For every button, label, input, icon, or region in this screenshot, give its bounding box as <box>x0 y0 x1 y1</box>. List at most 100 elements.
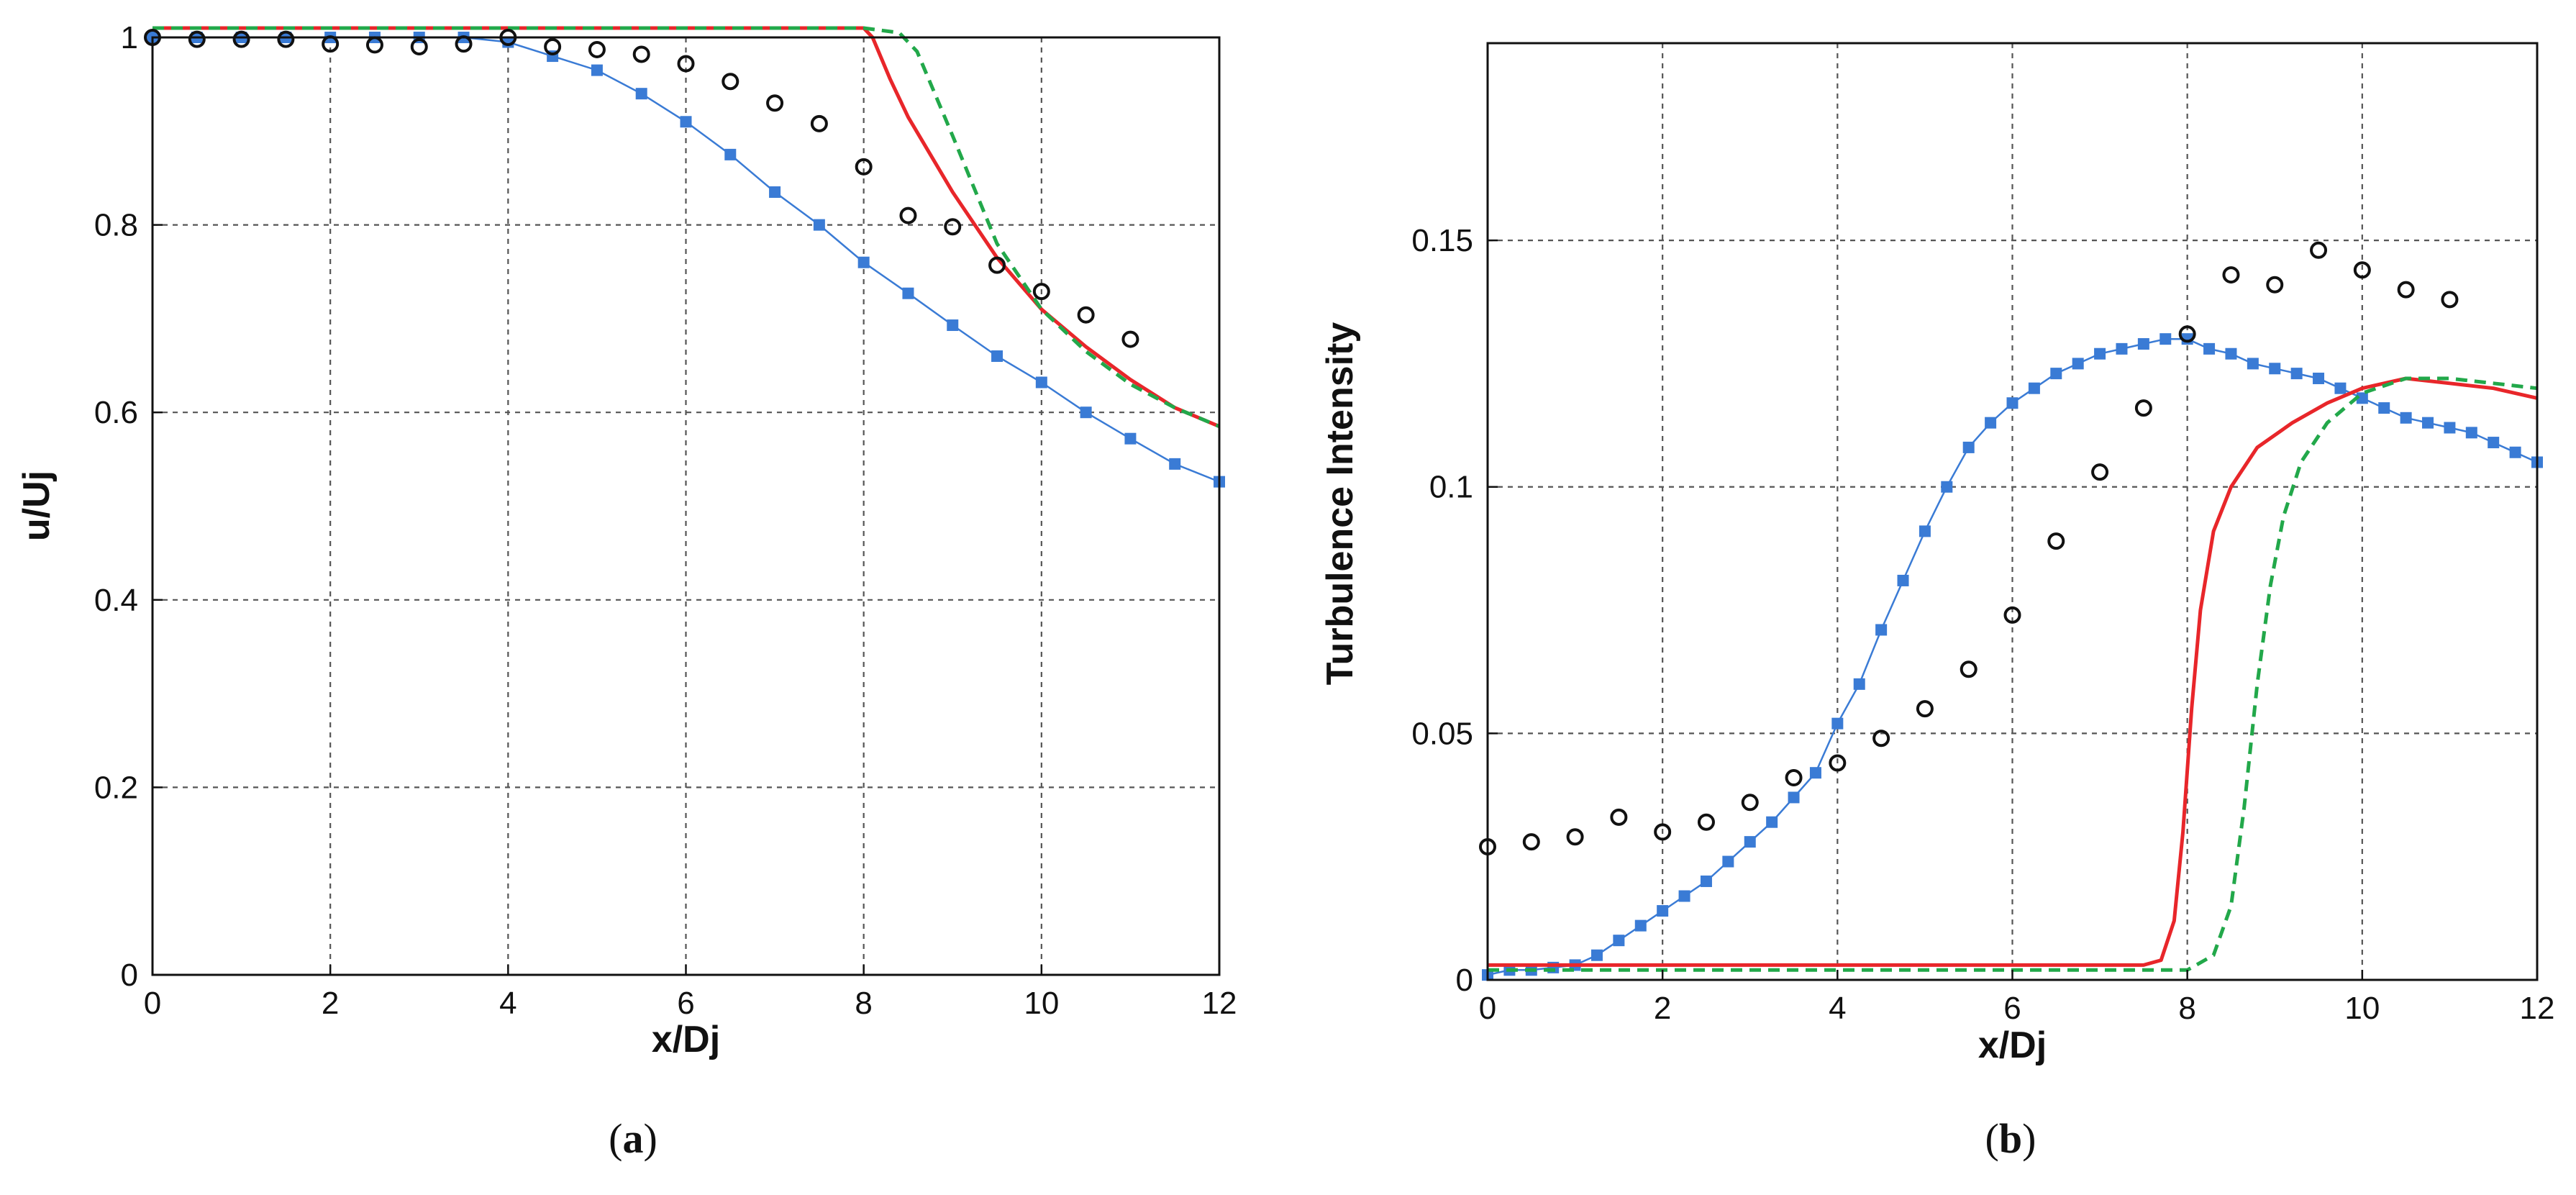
panel-b-caption-open: ( <box>1985 1115 1999 1162</box>
panel-b-series-blue-squares-point <box>2444 422 2456 434</box>
panel-a: 0 2 4 6 8 10 12 0 0.2 0.4 0.6 0.8 1 x/Dj u/Uj (a) <box>16 20 1237 1162</box>
panel-a-series-red-solid <box>153 26 1220 429</box>
panel-b-series-blue-squares-point <box>1985 417 1997 429</box>
panel-b-series-blue-squares-point <box>2269 363 2281 375</box>
panel-a-y-tick-label: 1 <box>121 20 138 55</box>
panel-a-series-black-circles-point <box>632 45 650 63</box>
panel-a-x-tick-label: 10 <box>1024 986 1059 1021</box>
panel-b-series-black-circles-point <box>2134 399 2152 417</box>
panel-a-x-tick-label: 0 <box>144 986 161 1021</box>
panel-a-x-tick-label: 12 <box>1202 986 1237 1021</box>
panel-b-x-tick-label: 6 <box>2003 991 2021 1026</box>
panel-a-series-blue-squares-point <box>991 350 1003 363</box>
panel-b-series-blue-squares-point <box>2094 347 2106 360</box>
panel-a-caption: (a) <box>609 1115 657 1162</box>
panel-b-series-blue-squares-point <box>1831 717 1844 730</box>
panel-a-series-black-circles-point <box>1077 306 1095 324</box>
panel-a-x-axis-title: x/Dj <box>652 1019 720 1060</box>
panel-a-caption-close: ) <box>644 1115 657 1162</box>
panel-b-x-axis-title: x/Dj <box>1978 1024 2047 1066</box>
panel-b-series-blue-squares-point <box>2072 358 2084 370</box>
panel-b-series-blue-squares-point <box>1875 624 1888 636</box>
panel-b-series-blue-squares-point <box>1941 481 1953 493</box>
panel-a-series-black-circles-point <box>1032 283 1050 301</box>
panel-b-series-blue-squares-point <box>1766 816 1778 828</box>
panel-b-series-blue-squares-point <box>1722 855 1734 868</box>
panel-b-series-black-circles-point <box>2222 266 2240 284</box>
panel-a-series-blue-squares-point <box>1169 458 1181 470</box>
panel-b-series-blue-squares-point <box>1962 441 1975 453</box>
panel-a-x-tick-label: 8 <box>855 986 872 1021</box>
panel-b-series-blue-squares-point <box>1590 949 1603 961</box>
panel-a-series-blue-squares-point <box>902 287 914 299</box>
panel-a-series-black-circles-point <box>188 30 206 48</box>
panel-a-series-black-circles-point <box>899 206 917 224</box>
panel-a-series-blue-squares-point <box>857 256 870 268</box>
panel-b-series-black-circles <box>1479 241 2459 855</box>
panel-b-series-black-circles-point <box>2003 606 2021 624</box>
panel-b-series-blue-squares-point <box>1788 791 1800 804</box>
panel-b-series-blue-squares-point <box>2334 382 2347 394</box>
panel-a-x-tick-label: 4 <box>499 986 516 1021</box>
panel-b-series-blue-squares-point <box>2225 347 2237 360</box>
panel-b-series-black-circles-point <box>1916 700 1934 718</box>
panel-b-series-blue-squares-point <box>2028 382 2040 394</box>
panel-b-series-blue-squares-point <box>2378 402 2390 414</box>
panel-b-series-blue-squares-point <box>2356 392 2368 404</box>
panel-b-series-blue-squares-point <box>2050 368 2062 380</box>
panel-b-series-black-circles-point <box>1741 794 1759 812</box>
panel-b-series-black-circles-point <box>2310 241 2328 259</box>
panel-a-series-blue-squares-point <box>1124 432 1137 445</box>
panel-a-series-black-circles-point <box>588 40 606 58</box>
panel-b-y-axis-title: Turbulence Intensity <box>1319 322 1361 686</box>
panel-b-series-black-circles-point <box>2353 261 2371 279</box>
panel-a-grid <box>153 37 1219 975</box>
panel-b-series-black-circles-point <box>2178 325 2196 343</box>
panel-b-y-tick-label: 0.1 <box>1429 470 1473 505</box>
panel-b-caption: (b) <box>1985 1115 2036 1162</box>
panel-a-x-tick-label: 6 <box>677 986 694 1021</box>
panel-b-tick-marks <box>1486 239 2539 981</box>
panel-b-caption-close: ) <box>2022 1115 2036 1162</box>
panel-b-series-blue-squares-point <box>1919 525 1931 537</box>
panel-a-caption-open: ( <box>609 1115 622 1162</box>
panel-a-series-black-circles-point <box>722 73 739 91</box>
panel-b-series-black-circles-point <box>1654 823 1672 841</box>
panel-b-series-black-circles-point <box>1566 828 1584 846</box>
panel-b-series-black-circles-point <box>1697 813 1715 831</box>
panel-b-series-black-circles-point <box>1829 754 1847 772</box>
panel-b-series-blue-squares-point <box>2509 446 2521 458</box>
panel-b-caption-letter: b <box>1999 1115 2022 1162</box>
panel-b-x-tick-label: 2 <box>1654 991 1671 1026</box>
panel-b-series-blue-squares-point <box>2400 412 2412 424</box>
panel-a-y-tick-label: 0.4 <box>94 583 138 618</box>
panel-a-series-green-dashed-line <box>153 26 1220 429</box>
panel-a-y-tick-label: 0.2 <box>94 770 138 805</box>
panel-b-series-black-circles-point <box>1610 808 1628 826</box>
panel-b-series-black-circles-point <box>2047 532 2065 550</box>
panel-a-series-blue-squares-point <box>947 319 959 332</box>
panel-b-series-blue-squares-point <box>2159 333 2172 345</box>
panel-b-series-black-circles-point <box>2441 291 2459 309</box>
panel-a-y-tick-label: 0.6 <box>94 395 138 430</box>
panel-b-series-blue-squares <box>1482 333 2543 981</box>
panel-a-series-blue-squares-point <box>635 88 647 100</box>
panel-a-series-black-circles-point <box>277 30 295 48</box>
panel-a-y-tick-label: 0.8 <box>94 208 138 243</box>
panel-a-y-tick-label: 0 <box>121 958 138 993</box>
panel-a-series-blue-squares-point <box>769 186 781 198</box>
panel-b-series-black-circles-point <box>1960 660 1977 678</box>
panel-a-series-black-circles-point <box>810 114 828 132</box>
panel-b-series-blue-squares-point <box>1700 875 1712 887</box>
panel-b-series-blue-squares-point <box>1897 574 1909 586</box>
panel-b-series-blue-squares-point <box>1634 919 1647 932</box>
panel-b-series-black-circles-point <box>2091 463 2109 481</box>
panel-b-series-blue-squares-point <box>1678 890 1690 902</box>
panel-b-series-blue-squares-point <box>1744 836 1756 848</box>
panel-a-series-blue-squares-point <box>1035 376 1047 389</box>
panel-a-series-red-solid-line <box>153 26 1220 429</box>
panel-b-series-blue-squares-point <box>1657 905 1669 917</box>
panel-b-series-blue-squares-point <box>2465 427 2477 439</box>
